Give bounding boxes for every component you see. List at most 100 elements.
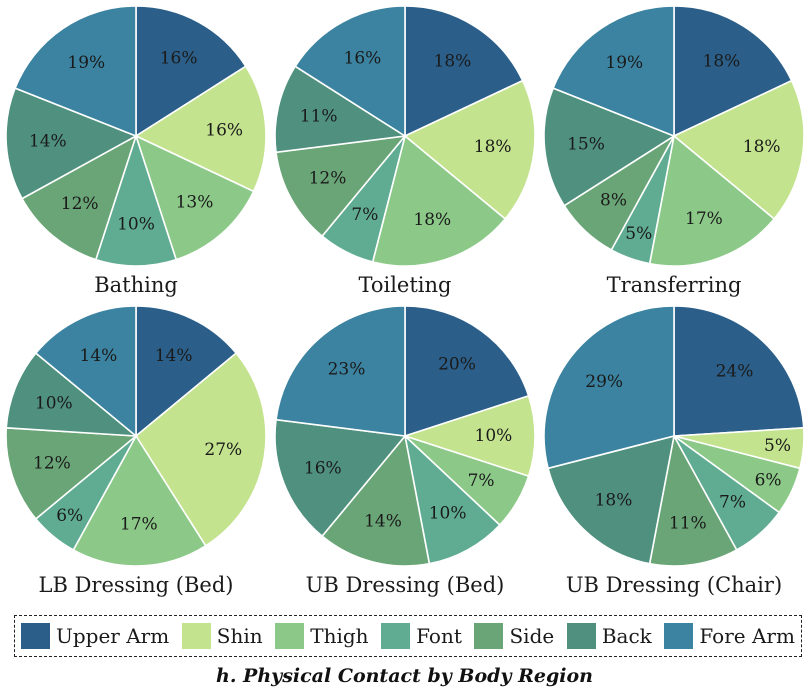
pie-slice-side [648, 433, 738, 567]
slice-value-label: 16% [304, 459, 342, 479]
pie-slice-upper-arm [135, 305, 238, 438]
pie-title: LB Dressing (Bed) [39, 573, 234, 597]
pie-slice-side [20, 134, 138, 261]
legend-label: Back [601, 624, 652, 648]
legend-label: Shin [216, 624, 263, 648]
slice-value-label: 10% [35, 394, 73, 414]
pie-title: Transferring [607, 273, 742, 297]
pie-slice-back [274, 65, 408, 154]
legend-swatch [275, 623, 305, 649]
pie-chart-2: 18% 18% 18% 7%12% 11% 16% Toileting [274, 5, 536, 297]
slice-value-label: 12% [61, 194, 99, 214]
pie-slice-fore-arm [275, 305, 406, 437]
pie-slice-shin [402, 394, 536, 478]
legend-swatch [21, 623, 50, 649]
slice-value-label: 6% [755, 470, 782, 490]
pie-chart-4: 14% 27% 17% 6% 12% 10% 14% LB Dressing (Bed) [5, 305, 267, 597]
slice-value-label: 17% [120, 514, 158, 534]
slice-value-label: 18% [434, 51, 472, 71]
slice-value-label: 5% [764, 436, 791, 456]
pie-slice-fore-arm [34, 305, 137, 438]
slice-value-label: 18% [703, 51, 741, 71]
pie-slice-upper-arm [673, 5, 793, 138]
pie-chart-5: 20%10%7%10%14%16%23%UB Dressing (Bed) [274, 305, 536, 597]
pie-title: UB Dressing (Bed) [306, 573, 505, 597]
slice-value-label: 24% [716, 362, 754, 382]
slice-value-label: 16% [160, 49, 198, 69]
pie-title: Bathing [94, 273, 178, 297]
slice-value-label: 11% [300, 107, 338, 127]
pie-slice-back [5, 352, 139, 437]
figure-caption: h. Physical Contact by Body Region [216, 665, 593, 687]
slice-value-label: 14% [155, 346, 193, 366]
pie-slice-shin [403, 79, 536, 220]
slice-value-label: 16% [205, 120, 243, 140]
slice-value-label: 7% [468, 471, 495, 491]
pie-title: Toileting [358, 273, 451, 297]
pie-slice-back [5, 87, 138, 200]
legend-entry-side: Side [474, 623, 554, 649]
slice-value-label: 7% [719, 492, 746, 512]
pie-slice-back [543, 87, 676, 207]
pie-chart-6: 24% 5% 6% 7% 11% 18% 29% UB Dressing (Chair) [543, 305, 805, 597]
legend-swatch [566, 623, 596, 649]
slice-value-label: 14% [29, 132, 67, 152]
slice-value-label: 12% [33, 453, 71, 473]
pie-slice-side [5, 426, 139, 520]
slice-value-label: 18% [474, 137, 512, 157]
legend-swatch [181, 623, 211, 649]
slice-value-label: 27% [204, 440, 242, 460]
pie-slice-upper-arm [404, 5, 524, 138]
legend-entry-back: Back [566, 623, 652, 649]
pie-slice-fore-arm [552, 5, 675, 138]
slice-value-label: 10% [475, 426, 513, 446]
slice-value-label: 12% [309, 169, 347, 189]
pie-slice-thigh [371, 134, 507, 267]
slice-value-label: 5% [625, 224, 652, 244]
slice-value-label: 18% [595, 490, 633, 510]
slice-value-label: 18% [743, 137, 781, 157]
legend: Upper Arm Shin Thigh Font Side Back Fore Arm [14, 615, 802, 657]
pie-chart-3: 18% 18% 17% 5% 8% 15% 19% Transferring [543, 5, 805, 297]
slice-value-label: 6% [56, 506, 83, 526]
slice-value-label: 10% [429, 504, 467, 524]
slice-value-label: 13% [176, 192, 214, 212]
pie-slice-fore-arm [14, 5, 137, 138]
pie-title: UB Dressing (Chair) [566, 573, 782, 597]
slice-value-label: 17% [685, 209, 723, 229]
slice-value-label: 19% [67, 53, 105, 73]
slice-value-label: 8% [600, 190, 627, 210]
legend-swatch [381, 623, 411, 649]
pie-slice-fore-arm [543, 305, 675, 470]
pie-slice-font [403, 433, 501, 565]
slice-value-label: 14% [364, 512, 402, 532]
legend-swatch [474, 623, 504, 649]
slice-value-label: 23% [328, 360, 366, 380]
legend-entry-upper-arm: Upper Arm [21, 623, 169, 649]
pie-slice-back [274, 418, 407, 538]
pie-slice-upper-arm [135, 5, 247, 138]
legend-swatch [664, 623, 694, 649]
legend-label: Font [416, 624, 462, 648]
slice-value-label: 20% [438, 355, 476, 375]
slice-value-label: 11% [669, 513, 707, 533]
slice-value-label: 29% [585, 372, 623, 392]
pie-chart-1: 16% 16% 13% 10% 12% 14% 19% Bathing [5, 5, 267, 297]
slice-value-label: 19% [605, 53, 643, 73]
pie-slice-back [547, 434, 676, 565]
legend-entry-font: Font [381, 623, 462, 649]
legend-entry-shin: Shin [181, 623, 263, 649]
pie-slice-side [321, 434, 431, 567]
legend-label: Side [509, 624, 555, 648]
legend-label: Fore Arm [699, 624, 795, 648]
pie-slice-upper-arm [404, 305, 530, 438]
slice-value-label: 15% [567, 134, 605, 154]
slice-value-label: 18% [413, 210, 451, 230]
pie-slice-shin [134, 352, 267, 547]
pie-slice-thigh [72, 434, 207, 567]
slice-value-label: 7% [351, 205, 378, 225]
slice-value-label: 16% [344, 49, 382, 69]
pie-slice-thigh [134, 134, 255, 261]
slice-value-label: 14% [80, 346, 118, 366]
